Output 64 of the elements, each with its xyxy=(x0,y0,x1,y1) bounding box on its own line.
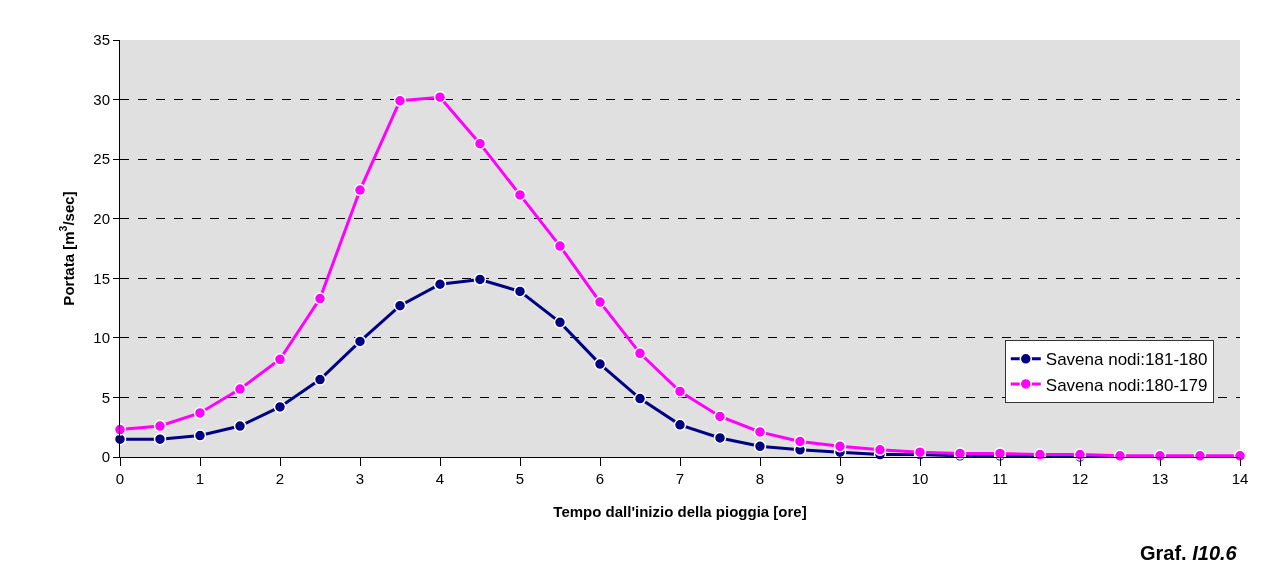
x-tick-label: 5 xyxy=(515,470,525,487)
x-tick-label: 8 xyxy=(755,470,765,487)
point xyxy=(713,410,727,423)
point xyxy=(313,292,327,305)
point xyxy=(873,443,887,457)
point xyxy=(273,400,287,414)
legend-label: Savena nodi:180-179 xyxy=(1045,375,1208,395)
point xyxy=(633,392,647,405)
x-tick-label: 13 xyxy=(1151,470,1169,487)
x-tick-label: 4 xyxy=(435,470,445,487)
text: I10.6 xyxy=(1192,542,1238,564)
point xyxy=(233,382,247,396)
point xyxy=(193,406,207,420)
point xyxy=(633,347,647,360)
point xyxy=(553,239,567,253)
point xyxy=(153,432,167,446)
y-tick-label: 35 xyxy=(93,31,110,49)
y-tick-label: 20 xyxy=(93,209,110,227)
x-tick-label: 9 xyxy=(835,470,845,487)
point xyxy=(193,429,207,442)
point xyxy=(393,94,407,108)
point xyxy=(513,188,527,202)
legend-label: Savena nodi:181-180 xyxy=(1045,350,1208,370)
x-tick-label: 11 xyxy=(992,470,1008,487)
point xyxy=(753,425,767,439)
point xyxy=(593,357,607,371)
point xyxy=(673,385,687,398)
x-tick-label: 14 xyxy=(1231,470,1249,487)
point xyxy=(713,431,727,445)
x-tick-label: 10 xyxy=(911,470,929,487)
x-tick-label: 3 xyxy=(355,470,365,487)
x-tick-label: 1 xyxy=(195,470,205,487)
point xyxy=(673,418,687,432)
point xyxy=(233,419,247,433)
point xyxy=(433,277,447,291)
x-tick-label: 6 xyxy=(595,470,605,487)
point xyxy=(153,419,167,433)
point xyxy=(393,299,407,312)
y-tick-label: 30 xyxy=(93,90,110,108)
y-tick-label: 25 xyxy=(93,150,110,168)
point xyxy=(473,137,487,150)
point xyxy=(833,440,847,453)
point xyxy=(353,335,367,348)
x-tick-label: 0 xyxy=(115,470,125,487)
point xyxy=(273,353,287,366)
point xyxy=(313,373,327,386)
point xyxy=(553,316,567,329)
y-tick-label: 10 xyxy=(93,329,110,347)
point xyxy=(513,285,527,298)
text: Graf. xyxy=(1140,542,1187,564)
point xyxy=(1193,449,1207,463)
x-tick-label: 7 xyxy=(675,470,685,487)
y-tick-label: 15 xyxy=(93,269,110,287)
point xyxy=(753,440,767,453)
y-tick-label: 0 xyxy=(101,448,110,466)
x-axis-title: Tempo dall'inizio della pioggia [ore] xyxy=(553,503,807,520)
point xyxy=(473,273,487,286)
x-tick-label: 12 xyxy=(1071,470,1089,487)
point xyxy=(433,90,447,104)
x-tick-label: 2 xyxy=(275,470,285,487)
y-tick-label: 5 xyxy=(101,388,110,406)
point xyxy=(593,295,607,309)
point xyxy=(793,435,807,448)
point xyxy=(353,183,367,197)
